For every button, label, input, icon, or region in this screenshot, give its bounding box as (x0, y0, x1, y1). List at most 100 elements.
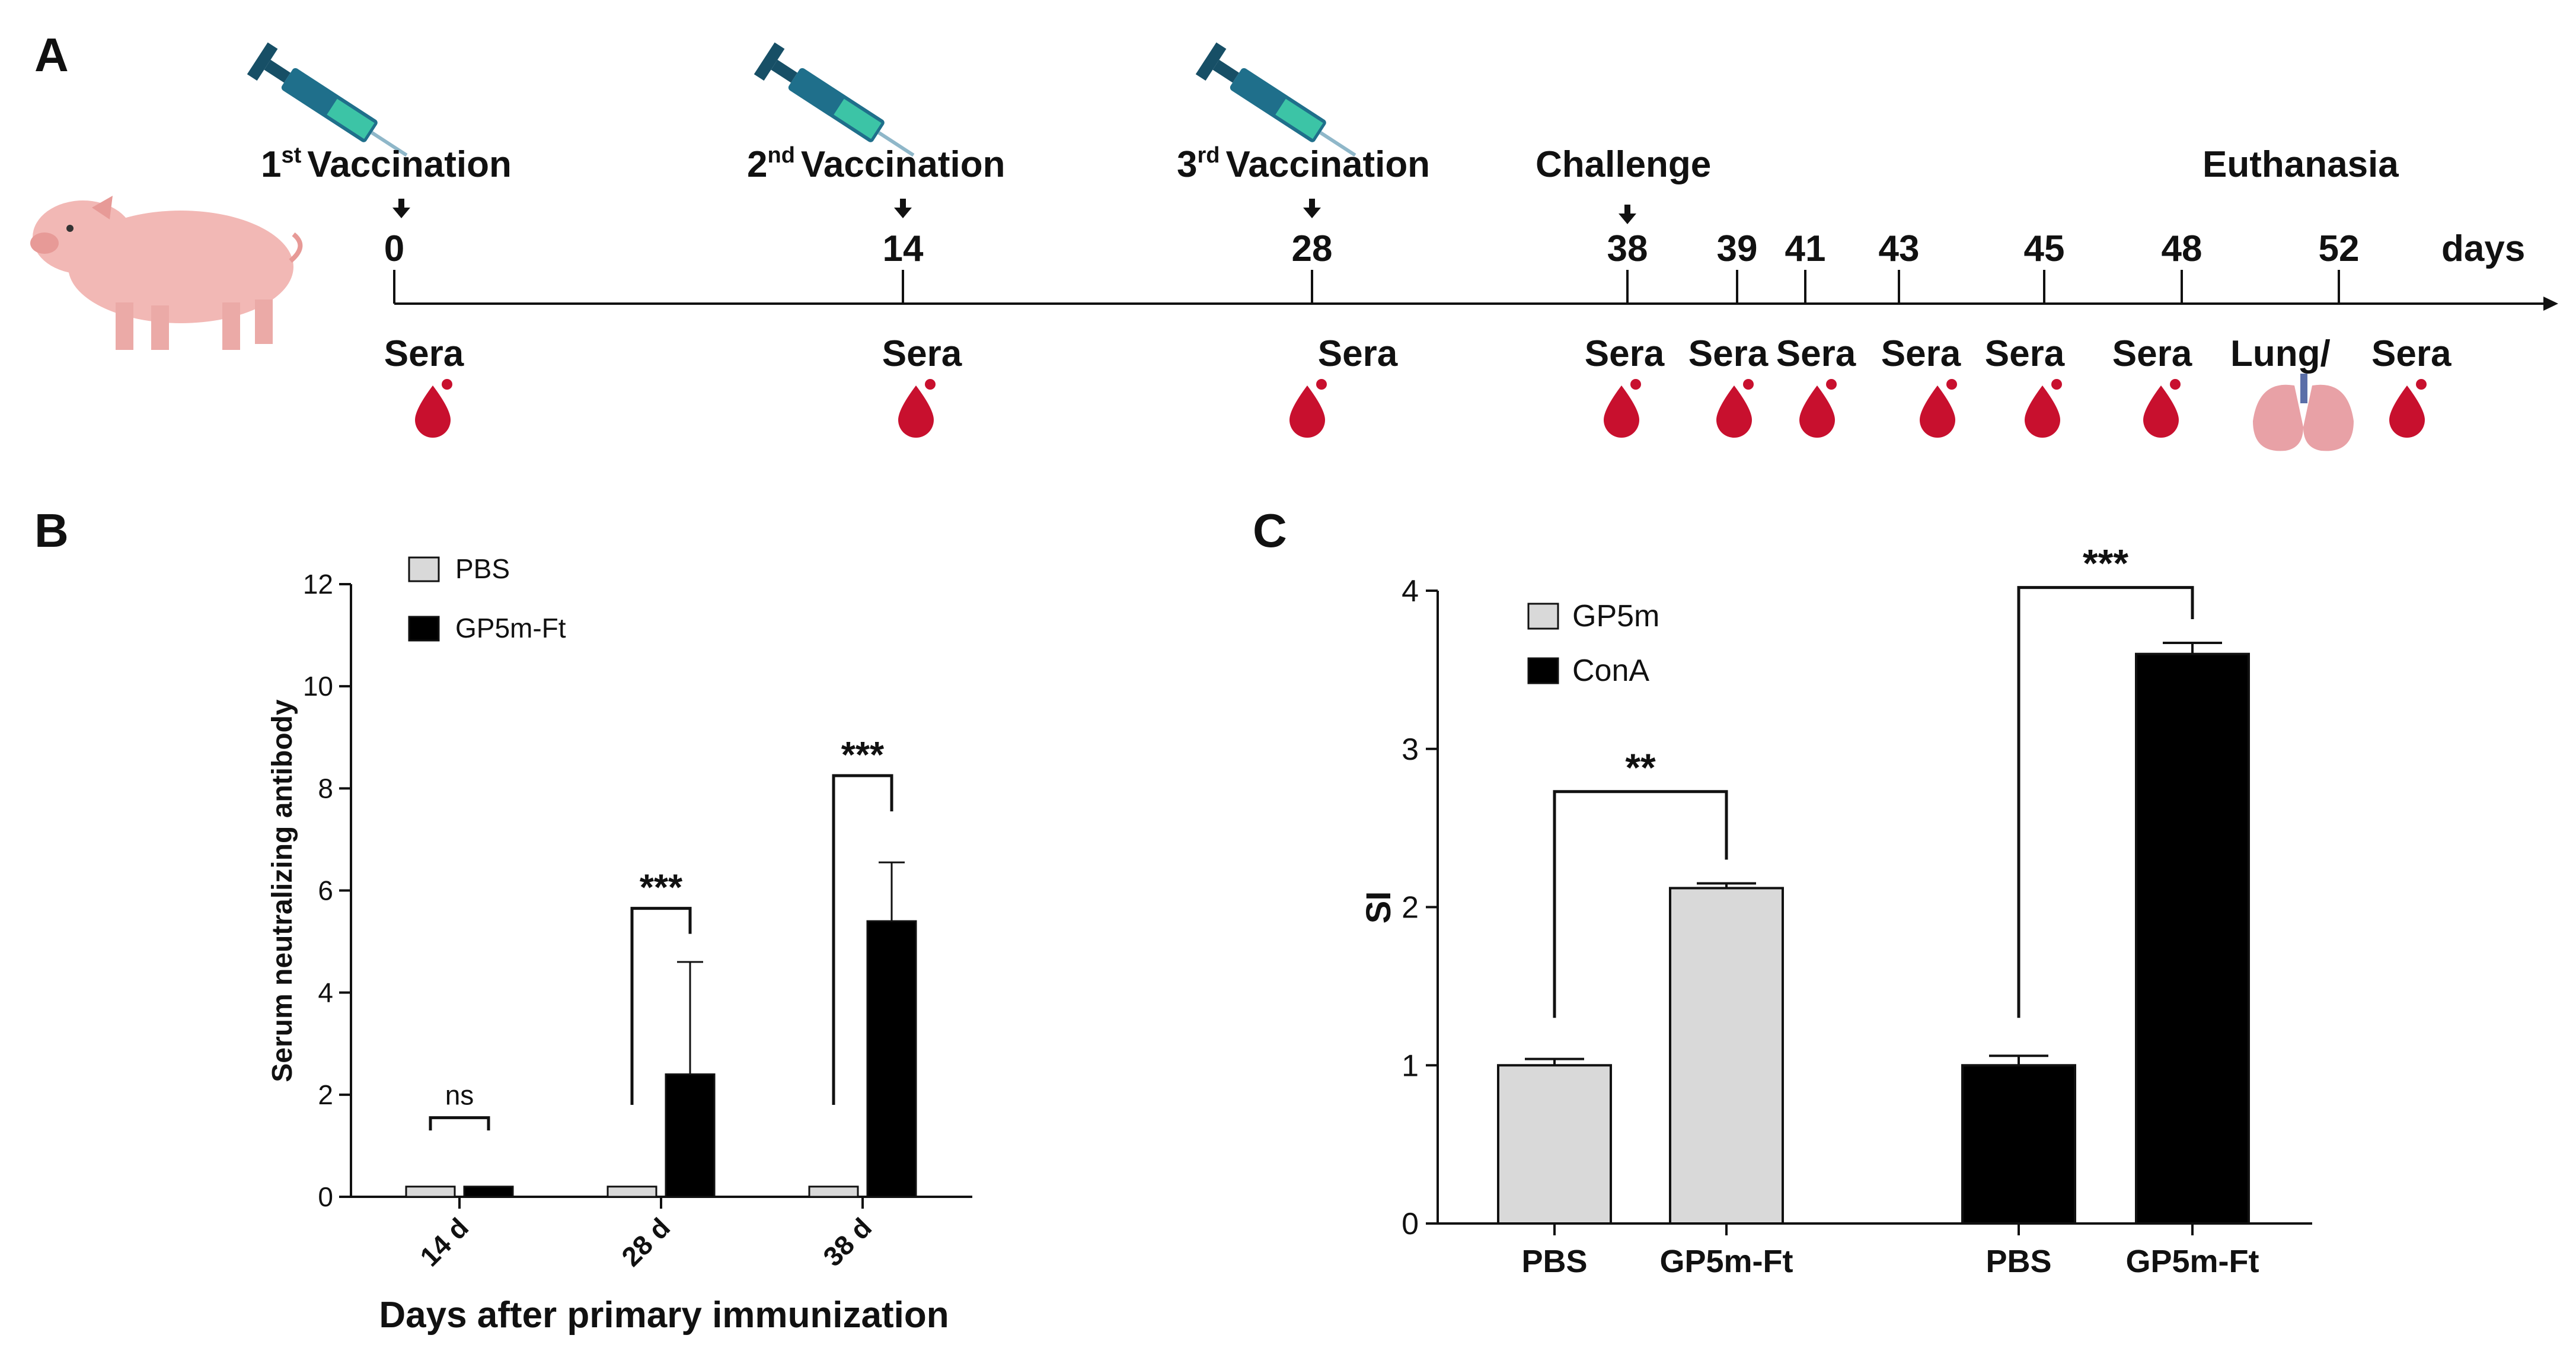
sera-label-7: Sera (1985, 333, 2065, 374)
c-sig-label-ConA: *** (2083, 541, 2128, 585)
c-sig-label-GP5m: ** (1625, 745, 1656, 789)
b-sig-bracket-0 (429, 1116, 490, 1131)
b-legend: PBS GP5m-Ft (408, 553, 566, 643)
syringe-icon (247, 42, 408, 157)
b-legend-label-gp5m-ft: GP5m-Ft (455, 613, 566, 643)
b-x-tick-label-1: 28 d (615, 1212, 676, 1272)
vaccination-1-text: Vaccination (307, 144, 512, 185)
sera-label-0: Sera (384, 333, 464, 374)
vaccination-1-title: 1st Vaccination (261, 143, 512, 185)
blood-drop-icon (925, 379, 936, 390)
c-y-tick-label-2: 2 (1402, 891, 1419, 925)
c-y-tick-label-0: 0 (1402, 1207, 1419, 1241)
b-sig-bracket-1 (630, 907, 692, 1105)
lung-label: Lung/ (2230, 333, 2331, 374)
day-label-41: 41 (1785, 228, 1826, 269)
blood-drop-icon (1316, 379, 1327, 390)
syringe-icon (1195, 42, 1356, 157)
c-x-tick-label-ConA-GP5m-Ft: GP5m-Ft (2125, 1244, 2259, 1279)
c-y-ticks: 0 1 2 3 4 (1402, 574, 1438, 1241)
blood-drop-icon (1743, 379, 1754, 390)
panel-c-label: C (1253, 504, 1287, 557)
c-legend-label-cona: ConA (1572, 654, 1649, 688)
blood-drop-icon (442, 379, 452, 390)
sera-label-3: Sera (1585, 333, 1665, 374)
blood-drop-icon (1604, 385, 1639, 438)
blood-drop-icon (2051, 379, 2062, 390)
b-x-axis-label: Days after primary immunization (379, 1295, 949, 1336)
down-arrow-icon (1303, 199, 1321, 218)
b-x-tick-label-0: 14 d (414, 1212, 474, 1272)
b-y-tick-label-12: 12 (303, 569, 333, 600)
b-sig-label-0: ns (445, 1080, 474, 1111)
vaccination-2-text: Vaccination (801, 144, 1005, 185)
sera-label-5: Sera (1776, 333, 1856, 374)
final-sera-label: Sera (2371, 333, 2451, 374)
timeline-arrowhead (2543, 297, 2558, 311)
b-y-ticks: 0 2 4 6 8 10 12 (303, 569, 351, 1212)
days-unit-label: days (2441, 228, 2525, 269)
b-legend-swatch-pbs (408, 556, 440, 582)
c-legend-swatch-gp5m (1527, 603, 1559, 630)
b-bar-GP5m-Ft-28 d (665, 1073, 716, 1198)
b-y-tick-label-4: 4 (318, 977, 333, 1008)
b-bar-GP5m-Ft-14 d (463, 1186, 514, 1198)
sera-label-2: Sera (1318, 333, 1398, 374)
down-arrow-icon (1619, 205, 1636, 224)
sera-label-1: Sera (882, 333, 962, 374)
vaccination-2-sup: nd (767, 143, 794, 168)
b-legend-label-pbs: PBS (455, 553, 510, 584)
b-bar-GP5m-Ft-38 d (866, 920, 917, 1198)
day-label-45: 45 (2024, 228, 2065, 269)
b-sig-bracket-2 (832, 774, 893, 1105)
day-label-39: 39 (1717, 228, 1758, 269)
b-bars: ns *** *** (405, 735, 917, 1198)
b-legend-swatch-gp5m-ft (408, 616, 440, 642)
b-y-tick-label-6: 6 (318, 875, 333, 906)
c-bar-ConA-GP5m-Ft (2135, 652, 2250, 1225)
day-labels: 0 14 28 38 39 41 43 45 48 52 (384, 228, 2360, 269)
c-y-tick-label-3: 3 (1402, 732, 1419, 767)
day-label-43: 43 (1879, 228, 1920, 269)
b-y-tick-label-10: 10 (303, 671, 333, 702)
blood-drop-icon (1920, 385, 1955, 438)
b-sig-label-1: *** (640, 868, 683, 909)
b-x-tick-label-2: 38 d (817, 1212, 877, 1272)
c-bar-GP5m-PBS (1497, 1064, 1612, 1225)
c-y-tick-label-4: 4 (1402, 574, 1419, 608)
c-x-tick-label-GP5m-PBS: PBS (1521, 1244, 1587, 1279)
blood-drop-icon (1289, 385, 1325, 438)
c-x-tick-label-GP5m-GP5m-Ft: GP5m-Ft (1659, 1244, 1793, 1279)
panel-b-chart: 0 2 4 6 8 10 12 ns *** *** 14 d 28 d 38 d Serum ne… (267, 553, 972, 1336)
c-bars: PBS GP5m-Ft ** PBS GP5m-Ft *** (1497, 541, 2259, 1279)
panel-a-label: A (34, 28, 69, 81)
sera-label-4: Sera (1688, 333, 1769, 374)
blood-drop-icon (1716, 385, 1752, 438)
day-label-48: 48 (2162, 228, 2202, 269)
vaccination-1-sup: st (281, 143, 301, 168)
panel-a-timeline: 1st Vaccination 2nd Vaccination 3rd Vaccina… (30, 42, 2558, 451)
b-bar-PBS-14 d (405, 1186, 456, 1198)
sera-label-6: Sera (1881, 333, 1961, 374)
vaccination-3-text: Vaccination (1225, 144, 1430, 185)
blood-drop-icon (1630, 379, 1641, 390)
syringe-icon (754, 42, 915, 157)
pig-icon (30, 196, 303, 350)
c-y-tick-label-1: 1 (1402, 1049, 1419, 1083)
sera-label-8: Sera (2112, 333, 2192, 374)
day-label-0: 0 (384, 228, 404, 269)
b-bar-PBS-38 d (808, 1186, 859, 1198)
day-label-38: 38 (1607, 228, 1648, 269)
c-sig-bracket-ConA (2017, 586, 2194, 1018)
b-y-tick-label-0: 0 (318, 1181, 333, 1212)
blood-drop-icon (415, 385, 451, 438)
blood-drop-icon (2389, 385, 2425, 438)
panel-c-chart: 0 1 2 3 4 PBS GP5m-Ft ** PBS GP5m-Ft *** SI GP5m … (1359, 541, 2312, 1279)
blood-drop-icon (2170, 379, 2181, 390)
blood-drop-icon (2416, 379, 2427, 390)
panel-b-label: B (34, 504, 69, 557)
vaccination-2-number: 2 (747, 144, 767, 185)
blood-drop-icon (1826, 379, 1837, 390)
b-x-ticks: 14 d 28 d 38 d (414, 1197, 877, 1272)
